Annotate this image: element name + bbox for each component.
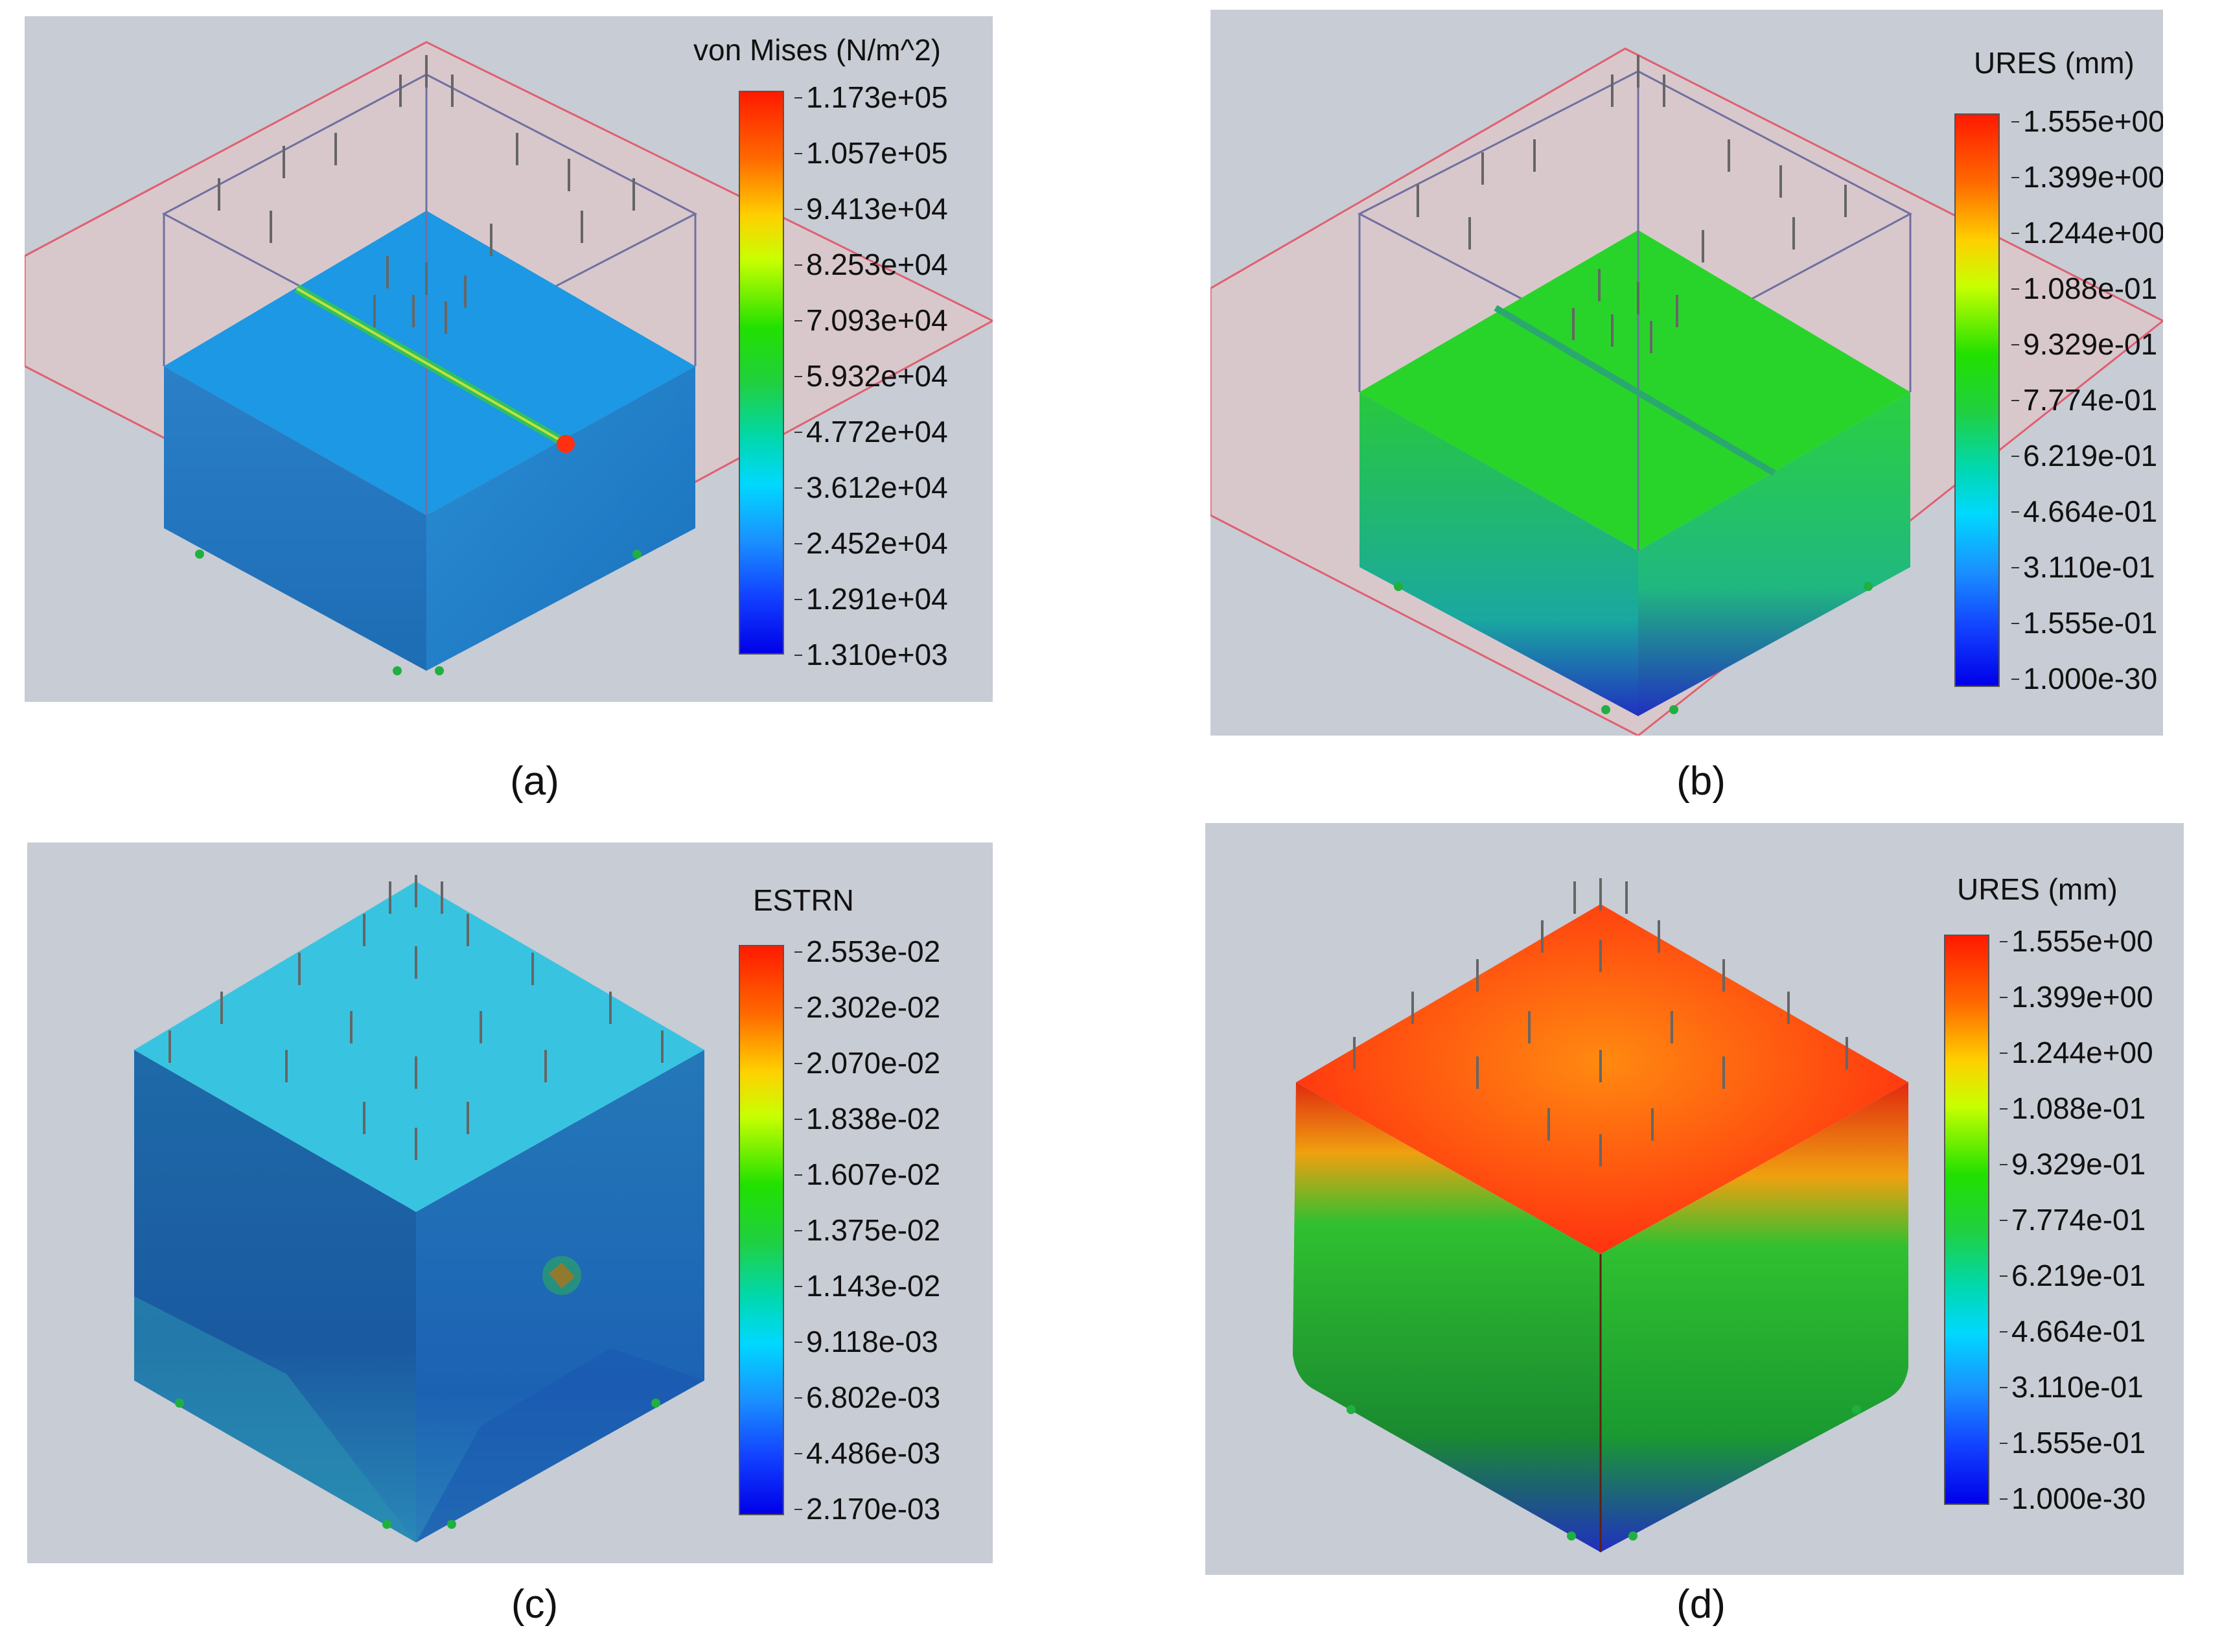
legend-tick: 4.664e-01 [2011, 494, 2158, 528]
legend-tick: 1.838e-02 [794, 1102, 941, 1135]
crack-line-core [296, 287, 573, 448]
legend-tick: 3.110e-01 [2000, 1370, 2144, 1404]
legend-tick: 6.802e-03 [794, 1380, 941, 1414]
legend-tick: 7.774e-01 [1999, 1203, 2146, 1237]
legend-tick: 5.932e+04 [794, 359, 948, 393]
legend-tick: 1.555e-01 [2011, 606, 2158, 640]
panel-d: URES (mm) 1.555e+00 1.399e+00 1.244e+00 … [1205, 823, 2184, 1575]
legend-tick: 1.173e+05 [794, 80, 948, 114]
cube-right [1638, 392, 1910, 716]
legend-tick: 1.607e-02 [794, 1158, 941, 1191]
legend-tick: 4.772e+04 [794, 415, 948, 448]
load-arrows [1417, 55, 1847, 353]
legend-title: URES (mm) [1957, 872, 2118, 906]
legend-tick: 2.170e-03 [794, 1492, 941, 1526]
legend-tick: 6.219e-01 [2011, 439, 2158, 472]
legend-tick: 9.118e-03 [794, 1325, 938, 1358]
legend-tick: 1.555e+00 [2011, 104, 2163, 139]
legend-title: URES (mm) [1974, 46, 2135, 80]
caption-c: (c) [511, 1582, 559, 1627]
legend-tick: 1.088e-01 [2011, 272, 2158, 305]
fixture-markers [175, 1399, 660, 1529]
legend-tick: 1.143e-02 [794, 1269, 941, 1303]
legend-tick: 1.555e+00 [2000, 924, 2153, 958]
panel-b: URES (mm) 1.555e+00 1.399e+00 1.244e+00 … [1210, 10, 2163, 736]
load-arrows [168, 875, 664, 1160]
model-c [134, 875, 704, 1542]
cube-top [1296, 904, 1908, 1254]
legend-tick: 1.057e+05 [794, 136, 948, 170]
cube-top [134, 881, 704, 1212]
legend-tick: 1.555e-01 [1999, 1426, 2146, 1460]
color-scale-bar [739, 945, 784, 1515]
cube-right [1601, 1082, 1908, 1552]
legend-tick: 7.093e+04 [794, 303, 948, 337]
cube-left [1293, 1082, 1601, 1552]
legend-tick: 7.774e-01 [2011, 383, 2158, 417]
legend-tick: 1.291e+04 [794, 582, 948, 616]
legend-tick: 1.244e+00 [2000, 1036, 2153, 1069]
color-scale-bar [1944, 935, 1989, 1505]
legend-tick: 2.070e-02 [794, 1046, 941, 1080]
legend-tick: 2.553e-02 [794, 935, 941, 968]
load-arrows [1353, 878, 1848, 1167]
model-b [1210, 47, 2163, 736]
legend-tick: 3.612e+04 [794, 471, 948, 504]
caption-d: (d) [1676, 1582, 1726, 1627]
model-d [1293, 878, 1908, 1552]
strain-hotspot-halo [542, 1256, 581, 1295]
panel-c: ESTRN 2.553e-02 2.302e-02 2.070e-02 1.83… [27, 843, 993, 1563]
crack-line [1494, 305, 1776, 476]
panel-a: von Mises (N/m^2) 1.173e+05 1.057e+05 9.… [25, 16, 993, 702]
legend-tick: 1.310e+03 [794, 638, 948, 671]
legend-tick: 8.253e+04 [794, 248, 948, 281]
legend-tick: 1.000e-30 [2011, 662, 2158, 695]
load-arrows [218, 55, 635, 334]
model-a [25, 41, 993, 675]
legend-tick: 6.219e-01 [1999, 1259, 2146, 1292]
stress-hotspot [557, 435, 575, 453]
legend-tick: 1.375e-02 [794, 1213, 941, 1247]
mesh-facet [416, 1348, 704, 1542]
color-scale-bar [1954, 113, 2000, 687]
cube-left [164, 366, 426, 671]
legend-tick: 2.302e-02 [794, 990, 941, 1024]
legend-tick: 1.088e-01 [1999, 1091, 2146, 1125]
legend-tick: 9.329e-01 [1999, 1147, 2146, 1181]
fixture-markers [195, 550, 642, 675]
legend-tick: 4.664e-01 [1999, 1314, 2146, 1348]
legend-tick: 3.110e-01 [2011, 550, 2155, 584]
legend-tick: 9.329e-01 [2011, 327, 2158, 361]
legend-tick: 9.413e+04 [794, 192, 948, 226]
caption-b: (b) [1676, 759, 1726, 804]
cube-left [1360, 392, 1638, 716]
legend-tick: 1.399e+00 [2011, 159, 2163, 194]
legend-tick: 1.000e-30 [1999, 1482, 2146, 1515]
legend-tick: 1.399e+00 [2000, 980, 2153, 1014]
cube-right [426, 366, 695, 671]
legend-tick: 2.452e+04 [794, 526, 948, 560]
legend-tick: 1.244e+00 [2011, 215, 2163, 250]
legend-tick: 4.486e-03 [794, 1436, 941, 1470]
color-scale-bar [739, 91, 784, 655]
fixture-markers [1347, 1405, 1861, 1541]
strain-hotspot [549, 1262, 575, 1288]
caption-a: (a) [510, 759, 559, 804]
legend-title: von Mises (N/m^2) [693, 33, 941, 67]
legend-title: ESTRN [753, 883, 854, 917]
fixture-markers [1394, 582, 1873, 714]
mesh-facet [134, 1296, 416, 1542]
